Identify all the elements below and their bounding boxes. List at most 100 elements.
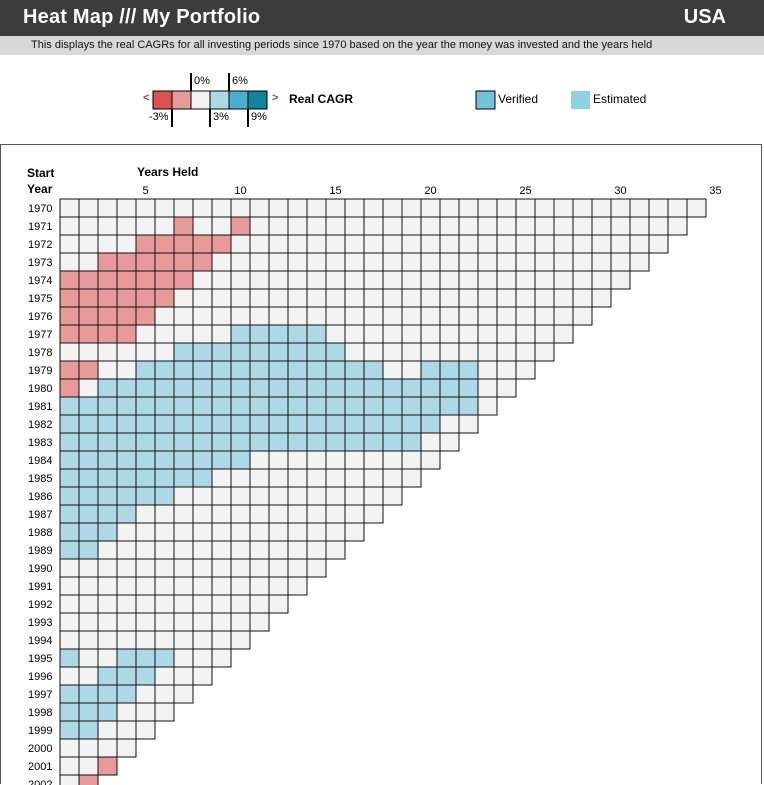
heatmap-cell [325,252,346,272]
heatmap-cell [325,540,346,560]
heatmap-cell [287,378,308,398]
heatmap-cell [382,324,403,344]
heatmap-cell [268,342,289,362]
heatmap-cell [629,216,650,236]
heatmap-cell [306,540,327,560]
heatmap-cell [382,198,403,218]
heatmap-cell [268,360,289,380]
heatmap-cell [230,468,251,488]
heatmap-cell [591,270,612,290]
y-tick-label: 1974 [28,275,52,287]
heatmap-cell [192,468,213,488]
heatmap-cell [173,414,194,434]
heatmap-cell [287,396,308,416]
heatmap-cell [59,540,80,560]
heatmap-cell [363,306,384,326]
heatmap-cell [287,468,308,488]
heatmap-cell [382,414,403,434]
heatmap-cell [439,288,460,308]
heatmap-cell [344,288,365,308]
heatmap-cell [135,342,156,362]
y-tick-label: 1982 [28,419,52,431]
heatmap-cell [97,540,118,560]
heatmap-cell [306,252,327,272]
heatmap-cell [135,684,156,704]
heatmap-cell [363,252,384,272]
heatmap-cell [192,378,213,398]
heatmap-cell [230,450,251,470]
y-tick-label: 1999 [28,725,52,737]
heatmap-cell [211,270,232,290]
heatmap-cell [135,270,156,290]
heatmap-cell [97,648,118,668]
heatmap-cell [59,306,80,326]
heatmap-cell [116,612,137,632]
heatmap-cell [135,252,156,272]
y-tick-label: 1997 [28,689,52,701]
heatmap-cell [382,360,403,380]
heatmap-cell [59,216,80,236]
heatmap-cell [477,360,498,380]
heatmap-cell [78,360,99,380]
heatmap-cell [154,684,175,704]
chart-frame: Start Year Years Held 5 10 15 20 25 30 35 1970… [0,144,762,785]
heatmap-cell [382,288,403,308]
heatmap-cell [439,198,460,218]
heatmap-cell [287,540,308,560]
heatmap-cell [230,216,251,236]
heatmap-cell [477,216,498,236]
heatmap-cell [97,198,118,218]
heatmap-cell [116,288,137,308]
heatmap-cell [534,252,555,272]
heatmap-cell [173,666,194,686]
heatmap-cell [97,288,118,308]
heatmap-cell [173,234,194,254]
heatmap-cell [78,630,99,650]
heatmap-cell [135,378,156,398]
y-tick-label: 1998 [28,707,52,719]
heatmap-cell [306,270,327,290]
heatmap-cell [496,216,517,236]
heatmap-cell [306,414,327,434]
heatmap-cell [116,702,137,722]
heatmap-cell [553,216,574,236]
heatmap-cell [154,522,175,542]
heatmap-cell [192,558,213,578]
heatmap-cell [135,234,156,254]
y-tick-labels: 1970 1971 1972 1973 1974 1975 1976 1977 1978 1979… [28,203,52,785]
heatmap-cell [59,450,80,470]
heatmap-cell [287,234,308,254]
heatmap-cell [59,360,80,380]
heatmap-cell [325,306,346,326]
x-tick-label: 25 [519,185,531,197]
heatmap-cell [496,306,517,326]
heatmap-cell [439,342,460,362]
heatmap-cell [572,234,593,254]
heatmap-cell [363,342,384,362]
heatmap-cell [135,324,156,344]
heatmap-cell [268,594,289,614]
heatmap-cell [401,414,422,434]
heatmap-cell [572,306,593,326]
heatmap-cell [116,504,137,524]
heatmap-cell [154,648,175,668]
heatmap-cell [249,288,270,308]
heatmap-cell [173,594,194,614]
heatmap-cell [173,306,194,326]
heatmap-cell [268,288,289,308]
heatmap-cell [496,378,517,398]
heatmap-cell [78,288,99,308]
heatmap-cell [230,432,251,452]
heatmap-cell [154,468,175,488]
heatmap-cell [116,360,137,380]
legend-label-6: 6% [232,75,248,87]
heatmap-cell [78,324,99,344]
heatmap-cell [173,252,194,272]
heatmap-cell [230,378,251,398]
heatmap-cell [306,288,327,308]
heatmap-cell [591,198,612,218]
heatmap-cell [363,432,384,452]
heatmap-cell [344,342,365,362]
heatmap-cell [610,198,631,218]
heatmap-cell [97,702,118,722]
